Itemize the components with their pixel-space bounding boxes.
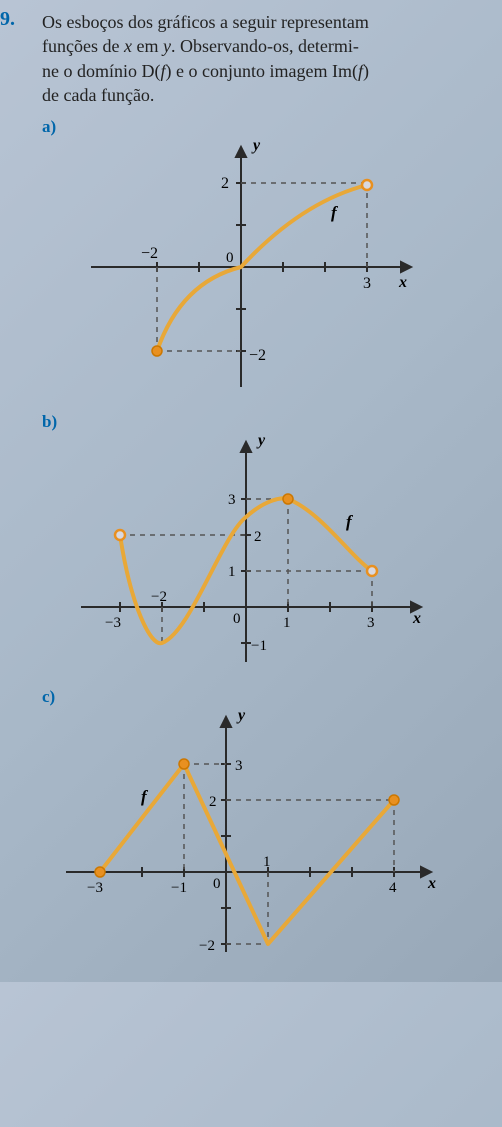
x-axis-label-b: x	[412, 610, 421, 627]
chart-c-wrap: y x 0 3 2 −2 −3 −1 1 4 f	[18, 702, 484, 962]
b-xn2: −2	[151, 589, 167, 605]
b-x3: 3	[367, 615, 375, 631]
question-text: Os esboços dos gráficos a seguir represe…	[42, 10, 484, 107]
b-max-dot	[283, 494, 293, 504]
b-start-open	[115, 530, 125, 540]
chart-c: y x 0 3 2 −2 −3 −1 1 4 f	[51, 702, 451, 962]
qline3b: ) e o conjunto imagem Im(	[166, 61, 358, 81]
axes-c	[66, 717, 431, 952]
chart-b-wrap: y x 0 3 2 1 −1 −3 −2 1 3 f	[18, 427, 484, 677]
c-x4: 4	[389, 880, 397, 896]
c-xn3: −3	[87, 880, 103, 896]
c-xn1: −1	[171, 880, 187, 896]
b-x1: 1	[283, 615, 291, 631]
question-number: 9.	[0, 8, 15, 31]
a-xn2: −2	[141, 245, 158, 262]
f-label-a: f	[331, 203, 339, 222]
qline2b: em	[132, 36, 163, 56]
b-xn3: −3	[105, 615, 121, 631]
y-axis-label-b: y	[256, 432, 266, 449]
c-p2	[179, 759, 189, 769]
origin-a: 0	[226, 250, 234, 266]
x-axis-label-c: x	[427, 875, 436, 892]
chart-b: y x 0 3 2 1 −1 −3 −2 1 3 f	[61, 427, 441, 677]
page: 9. Os esboços dos gráficos a seguir repr…	[0, 0, 502, 982]
x-axis-label-a: x	[398, 274, 407, 291]
point-a-start	[152, 346, 162, 356]
var-y: y	[163, 36, 171, 56]
c-x1: 1	[263, 854, 271, 870]
a-yn2: −2	[249, 347, 266, 364]
a-y2: 2	[221, 175, 229, 192]
c-yn2: −2	[199, 938, 215, 954]
b-y3: 3	[228, 492, 236, 508]
c-p1	[95, 867, 105, 877]
f-label-b: f	[346, 512, 354, 531]
b-yn1: −1	[251, 638, 267, 654]
c-y2: 2	[209, 794, 217, 810]
qline4: de cada função.	[42, 85, 154, 105]
b-y2: 2	[254, 529, 262, 545]
b-end-open	[367, 566, 377, 576]
b-y1: 1	[228, 564, 236, 580]
chart-a-wrap: y x 0 2 −2 −2 3 f	[18, 132, 484, 402]
chart-a: y x 0 2 −2 −2 3 f	[71, 132, 431, 402]
qline3c: )	[363, 61, 369, 81]
f-label-c: f	[141, 787, 149, 806]
qline2a: funções de	[42, 36, 124, 56]
c-y3: 3	[235, 758, 243, 774]
qline3a: ne o domínio D(	[42, 61, 161, 81]
c-p4	[389, 795, 399, 805]
var-x: x	[124, 36, 132, 56]
qline1: Os esboços dos gráficos a seguir represe…	[42, 12, 369, 32]
point-a-end-open	[362, 180, 372, 190]
y-axis-label-c: y	[236, 707, 246, 724]
origin-c: 0	[213, 876, 221, 892]
origin-b: 0	[233, 611, 241, 627]
qline2c: . Observando-os, determi-	[171, 36, 359, 56]
y-axis-label-a: y	[251, 137, 261, 154]
a-x3: 3	[363, 275, 371, 292]
